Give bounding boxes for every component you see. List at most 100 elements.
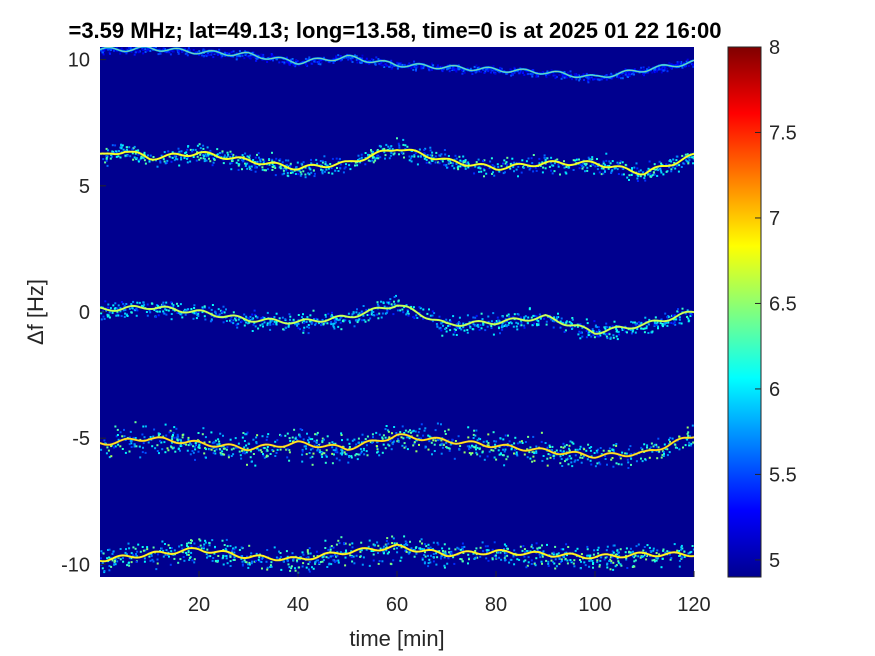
trace-pixel	[553, 162, 556, 165]
trace-pixel	[126, 315, 129, 317]
trace-pixel	[692, 548, 694, 551]
trace-pixel	[437, 161, 440, 164]
trace-pixel	[395, 542, 398, 545]
trace-pixel	[650, 331, 653, 334]
trace-pixel	[262, 158, 265, 161]
trace-pixel	[244, 165, 247, 167]
trace-pixel	[442, 550, 444, 552]
trace-pixel	[119, 307, 122, 310]
trace-pixel	[331, 452, 334, 455]
trace-pixel	[153, 428, 156, 431]
trace-pixel	[112, 550, 115, 553]
trace-pixel	[327, 548, 330, 551]
trace-pixel	[274, 440, 277, 443]
trace-pixel	[222, 434, 224, 437]
trace-pixel	[591, 559, 594, 562]
trace-pixel	[487, 442, 490, 444]
trace-pixel	[149, 311, 152, 314]
trace-pixel	[107, 306, 110, 309]
trace-pixel	[266, 324, 269, 327]
trace-pixel	[658, 160, 661, 163]
trace-pixel	[120, 315, 123, 317]
trace-pixel	[684, 153, 687, 156]
trace-pixel	[222, 305, 225, 308]
trace-pixel	[548, 73, 551, 76]
trace-pixel	[682, 162, 685, 165]
trace-pixel	[135, 308, 138, 311]
trace-pixel	[377, 552, 379, 554]
trace-pixel	[478, 170, 480, 173]
trace-pixel	[477, 166, 480, 169]
trace-pixel	[561, 451, 564, 454]
trace-pixel	[371, 155, 374, 158]
trace-pixel	[255, 436, 258, 439]
trace-pixel	[436, 422, 439, 425]
trace-pixel	[421, 542, 423, 545]
trace-pixel	[157, 432, 160, 435]
trace-pixel	[486, 550, 488, 553]
trace-pixel	[570, 461, 573, 464]
trace-pixel	[393, 542, 396, 545]
trace-pixel	[396, 137, 398, 140]
trace-pixel	[557, 312, 559, 315]
trace-pixel	[424, 551, 426, 554]
trace-pixel	[241, 158, 244, 161]
trace-pixel	[198, 538, 201, 541]
trace-pixel	[269, 323, 272, 326]
trace-pixel	[355, 311, 358, 314]
trace-pixel	[505, 165, 508, 168]
trace-pixel	[378, 144, 381, 147]
trace-pixel	[550, 169, 553, 172]
trace-pixel	[479, 555, 482, 558]
trace-pixel	[337, 170, 340, 172]
trace-pixel	[502, 438, 505, 441]
trace-pixel	[372, 543, 375, 546]
trace-pixel	[144, 162, 147, 165]
trace-pixel	[268, 158, 271, 161]
trace-pixel	[268, 163, 271, 166]
trace-pixel	[609, 568, 612, 571]
trace-pixel	[403, 535, 406, 538]
trace-pixel	[460, 558, 463, 561]
trace-pixel	[301, 429, 304, 431]
trace-pixel	[165, 434, 168, 437]
trace-pixel	[100, 448, 103, 451]
trace-band	[100, 137, 694, 182]
trace-pixel	[576, 325, 579, 328]
trace-pixel	[538, 553, 541, 556]
trace-pixel	[628, 71, 631, 74]
trace-pixel	[139, 550, 142, 553]
trace-pixel	[612, 444, 615, 447]
trace-pixel	[440, 554, 443, 557]
trace-pixel	[653, 443, 656, 446]
trace-pixel	[669, 63, 672, 66]
trace-pixel	[338, 318, 341, 321]
trace-pixel	[458, 321, 460, 324]
trace-pixel	[431, 314, 434, 317]
trace-pixel	[365, 450, 368, 453]
trace-pixel	[248, 442, 251, 445]
trace-pixel	[545, 74, 547, 77]
trace-pixel	[473, 446, 476, 449]
trace-pixel	[251, 51, 254, 54]
trace-pixel	[241, 157, 244, 160]
trace-pixel	[617, 463, 620, 466]
trace-pixel	[291, 62, 294, 65]
trace-pixel	[173, 426, 176, 429]
trace-pixel	[444, 550, 447, 553]
trace-pixel	[345, 56, 348, 59]
trace-pixel	[471, 452, 474, 455]
trace-pixel	[466, 445, 469, 448]
trace-pixel	[636, 167, 639, 170]
trace-pixel	[163, 151, 166, 154]
trace-pixel	[552, 73, 555, 76]
trace-pixel	[230, 455, 233, 457]
trace-pixel	[413, 442, 416, 445]
trace-pixel	[289, 61, 292, 64]
trace-pixel	[188, 557, 191, 559]
trace-pixel	[309, 168, 312, 171]
trace-pixel	[165, 162, 168, 164]
trace-pixel	[331, 172, 334, 175]
trace-pixel	[212, 157, 215, 159]
trace-pixel	[492, 431, 495, 434]
